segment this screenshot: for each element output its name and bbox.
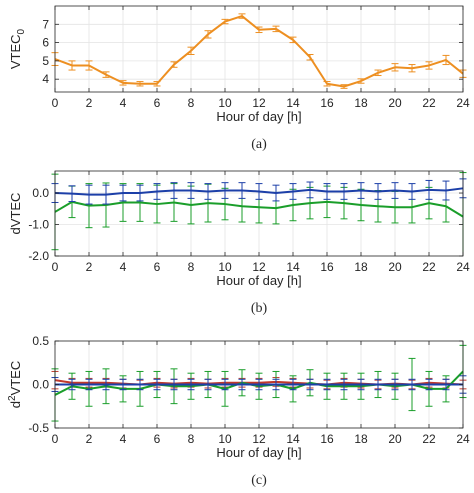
y-tick-label: 4	[42, 72, 49, 86]
x-tick-label: 6	[154, 432, 161, 446]
x-tick-label: 0	[52, 96, 59, 110]
x-axis-label: Hour of day [h]	[216, 273, 301, 288]
x-tick-label: 20	[388, 260, 402, 274]
y-axis-label: VTEC0	[8, 28, 27, 69]
panel-caption: (a)	[251, 137, 267, 152]
x-tick-label: 4	[120, 260, 127, 274]
series-line	[54, 187, 464, 196]
y-tick-label: 0.5	[32, 334, 49, 348]
x-tick-label: 2	[86, 260, 93, 274]
x-tick-label: 18	[354, 260, 368, 274]
x-tick-label: 0	[52, 432, 59, 446]
x-tick-label: 6	[154, 260, 161, 274]
x-tick-label: 10	[218, 432, 232, 446]
x-tick-label: 8	[188, 260, 195, 274]
y-tick-label: 6	[42, 36, 49, 50]
y-tick-label: -1.0	[28, 218, 49, 232]
y-tick-label: 5	[42, 54, 49, 68]
x-tick-label: 14	[286, 260, 300, 274]
series-line	[54, 15, 464, 88]
x-tick-label: 22	[422, 432, 436, 446]
series-0	[51, 13, 467, 89]
y-tick-label: -0.5	[28, 421, 49, 435]
y-tick-label: 0.0	[32, 186, 49, 200]
x-axis-label: Hour of day [h]	[216, 109, 301, 124]
series-line	[54, 200, 464, 218]
x-tick-label: 16	[320, 432, 334, 446]
x-tick-label: 22	[422, 260, 436, 274]
x-tick-label: 8	[188, 432, 195, 446]
x-tick-label: 22	[422, 96, 436, 110]
series-1	[51, 178, 467, 205]
y-tick-label: -2.0	[28, 249, 49, 263]
x-tick-label: 24	[456, 432, 470, 446]
y-tick-label: 7	[42, 17, 49, 31]
x-tick-label: 16	[320, 260, 334, 274]
x-axis-label: Hour of day [h]	[216, 445, 301, 460]
x-tick-label: 2	[86, 96, 93, 110]
x-tick-label: 14	[286, 432, 300, 446]
y-axis-label: dVTEC	[8, 193, 23, 235]
y-tick-label: 0.0	[32, 378, 49, 392]
x-tick-label: 10	[218, 260, 232, 274]
x-tick-label: 4	[120, 96, 127, 110]
x-tick-label: 18	[354, 432, 368, 446]
x-tick-label: 0	[52, 260, 59, 274]
x-tick-label: 20	[388, 96, 402, 110]
x-tick-label: 24	[456, 96, 470, 110]
x-tick-label: 12	[252, 96, 266, 110]
x-tick-label: 14	[286, 96, 300, 110]
x-tick-label: 6	[154, 96, 161, 110]
x-tick-label: 10	[218, 96, 232, 110]
x-tick-label: 16	[320, 96, 334, 110]
y-axis-label: d2VTEC	[7, 361, 23, 408]
x-tick-label: 20	[388, 432, 402, 446]
x-tick-label: 12	[252, 260, 266, 274]
x-tick-label: 2	[86, 432, 93, 446]
panel-caption: (c)	[251, 473, 267, 488]
x-tick-label: 4	[120, 432, 127, 446]
series-2	[51, 375, 467, 394]
x-tick-label: 8	[188, 96, 195, 110]
x-tick-label: 24	[456, 260, 470, 274]
x-tick-label: 12	[252, 432, 266, 446]
x-tick-label: 18	[354, 96, 368, 110]
panel-caption: (b)	[251, 301, 268, 316]
